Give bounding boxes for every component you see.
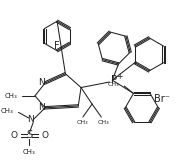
Text: S: S bbox=[26, 130, 33, 140]
Text: CH₃: CH₃ bbox=[77, 120, 89, 125]
Text: F: F bbox=[54, 41, 60, 51]
Text: P: P bbox=[111, 75, 117, 85]
Text: O: O bbox=[10, 131, 17, 140]
Text: CH₃: CH₃ bbox=[23, 149, 36, 155]
Text: +: + bbox=[116, 72, 123, 81]
Text: CH₃: CH₃ bbox=[1, 108, 14, 114]
Text: N: N bbox=[27, 115, 34, 124]
Text: CH₃: CH₃ bbox=[97, 120, 109, 125]
Text: CH₃: CH₃ bbox=[108, 82, 120, 87]
Text: N: N bbox=[38, 78, 45, 87]
Text: N: N bbox=[38, 103, 45, 112]
Text: O: O bbox=[42, 131, 49, 140]
Text: CH₃: CH₃ bbox=[5, 93, 17, 99]
Text: Br⁻: Br⁻ bbox=[154, 94, 170, 104]
